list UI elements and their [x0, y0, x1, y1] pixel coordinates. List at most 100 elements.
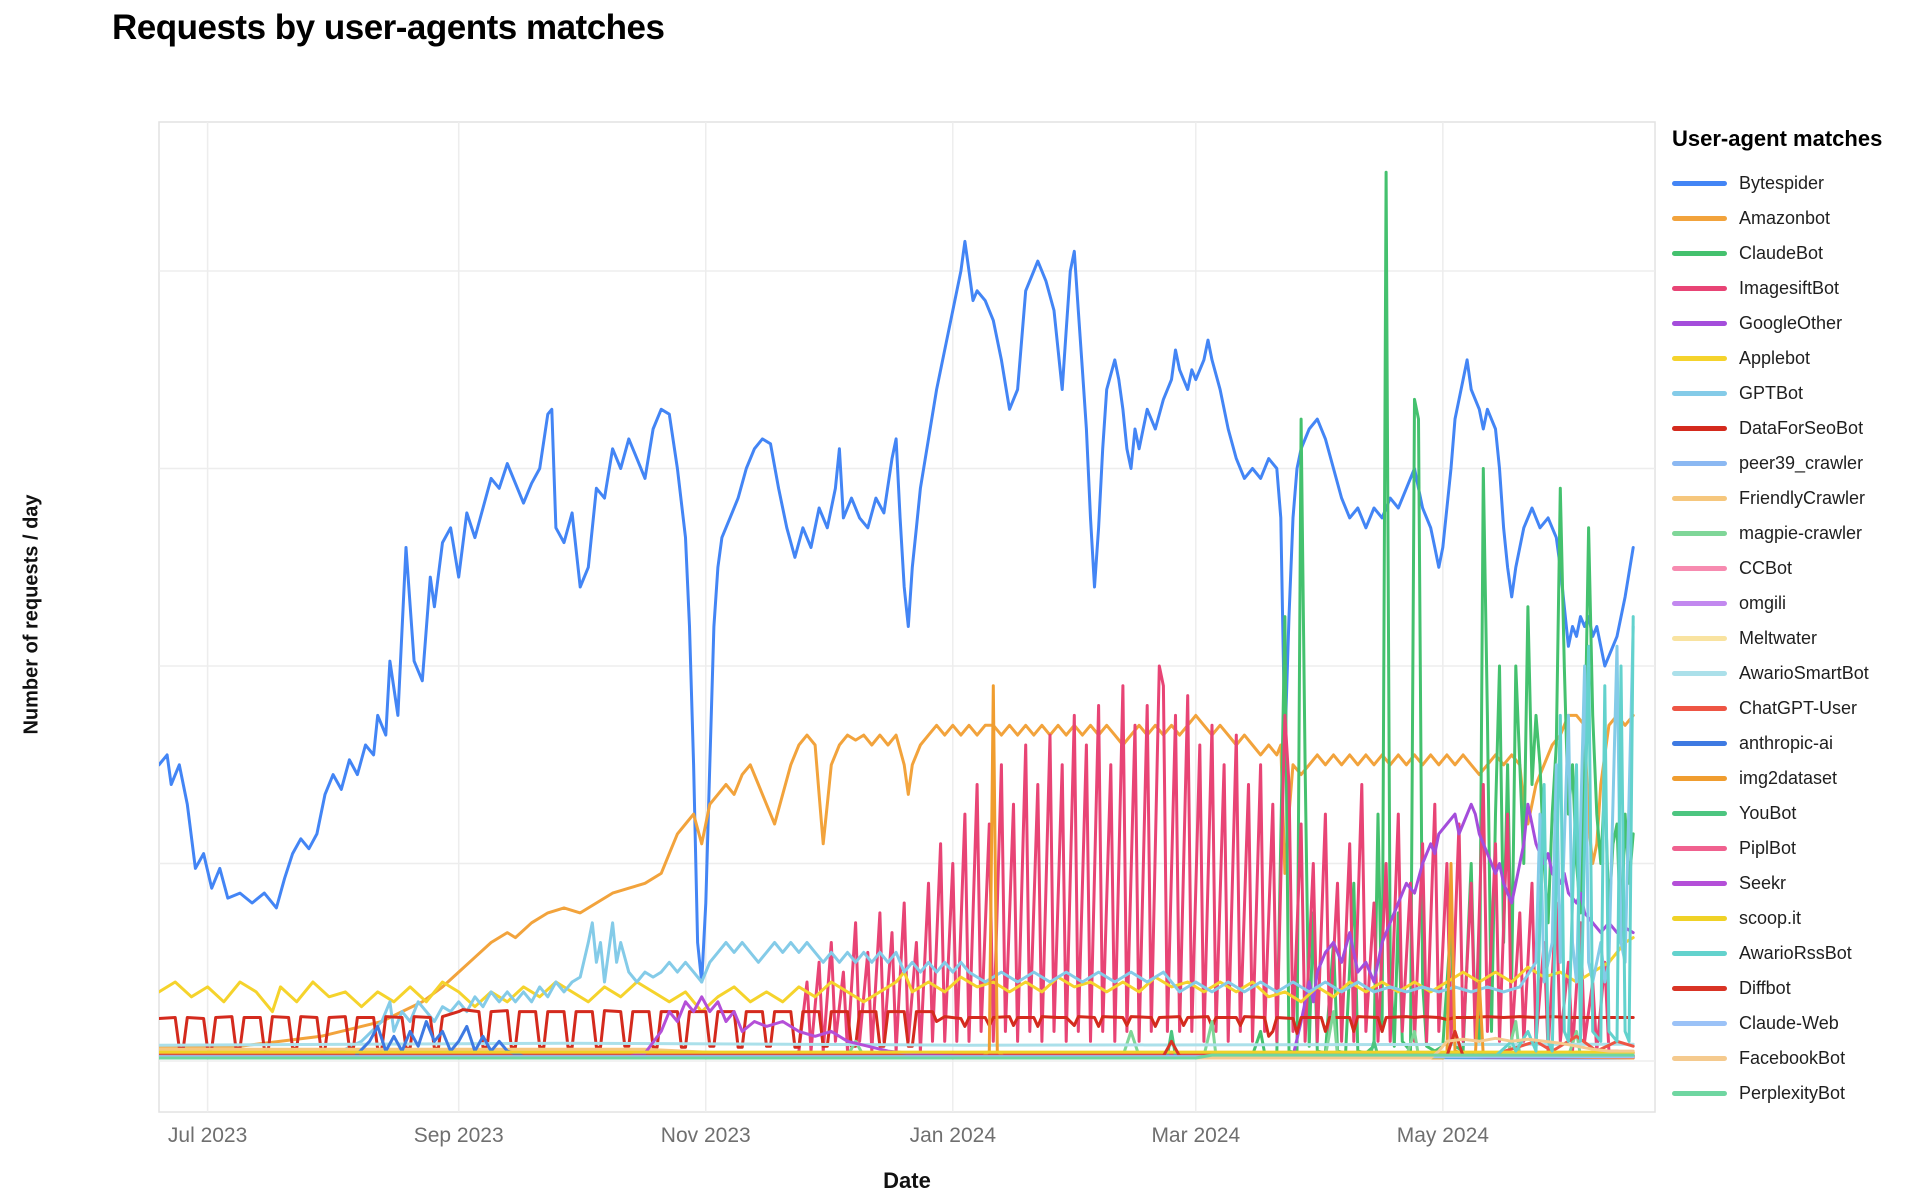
series-line-anthropic-ai — [159, 1020, 1635, 1060]
x-axis-title: Date — [883, 1168, 931, 1193]
legend-line-swatch — [1672, 1056, 1727, 1061]
legend-line-swatch — [1672, 846, 1727, 851]
series-line-awariosmartbot — [159, 1041, 1635, 1047]
legend-item-awariorssbot[interactable]: AwarioRssBot — [1672, 936, 1912, 971]
x-tick-label: Mar 2024 — [1151, 1124, 1241, 1147]
legend-line-swatch — [1672, 1021, 1727, 1026]
legend-label: AwarioSmartBot — [1739, 663, 1869, 683]
legend-item-scoop-it[interactable]: scoop.it — [1672, 901, 1912, 936]
legend-item-chatgpt-user[interactable]: ChatGPT-User — [1672, 691, 1912, 726]
legend-line-swatch — [1672, 461, 1727, 466]
legend-item-anthropic-ai[interactable]: anthropic-ai — [1672, 726, 1912, 761]
legend-label: img2dataset — [1739, 768, 1838, 788]
legend-label: CCBot — [1739, 558, 1793, 578]
series-line-gptbot — [159, 625, 1635, 1058]
legend-item-magpie-crawler[interactable]: magpie-crawler — [1672, 516, 1912, 551]
series-line-awariorssbot — [159, 615, 1635, 1059]
legend-line-swatch — [1672, 391, 1727, 396]
legend-label: FriendlyCrawler — [1739, 488, 1866, 508]
legend-item-claudebot[interactable]: ClaudeBot — [1672, 236, 1912, 271]
chart-title: Requests by user-agents matches — [112, 8, 665, 47]
legend-label: ImagesiftBot — [1739, 278, 1840, 298]
legend-item-applebot[interactable]: Applebot — [1672, 341, 1912, 376]
legend-label: magpie-crawler — [1739, 523, 1863, 543]
series-line-bytespider — [159, 239, 1635, 984]
legend-item-amazonbot[interactable]: Amazonbot — [1672, 201, 1912, 236]
x-tick-label: Jul 2023 — [167, 1124, 248, 1147]
legend-items: Bytespider Amazonbot ClaudeBot ImagesiftBot… — [1672, 166, 1912, 1111]
legend-label: Seekr — [1739, 873, 1787, 893]
series-line-googleother — [159, 802, 1635, 1060]
legend-item-meltwater[interactable]: Meltwater — [1672, 621, 1912, 656]
legend-item-facebookbot[interactable]: FacebookBot — [1672, 1041, 1912, 1076]
legend-item-piplbot[interactable]: PiplBot — [1672, 831, 1912, 866]
legend-line-swatch — [1672, 286, 1727, 291]
legend-label: Diffbot — [1739, 978, 1791, 998]
x-tick-label: Nov 2023 — [660, 1124, 751, 1147]
x-tick-label: Sep 2023 — [413, 1124, 504, 1147]
legend-item-googleother[interactable]: GoogleOther — [1672, 306, 1912, 341]
legend-line-swatch — [1672, 671, 1727, 676]
legend-item-diffbot[interactable]: Diffbot — [1672, 971, 1912, 1006]
legend-label: Meltwater — [1739, 628, 1818, 648]
legend-label: Claude-Web — [1739, 1013, 1839, 1033]
legend-item-peer39-crawler[interactable]: peer39_crawler — [1672, 446, 1912, 481]
legend-line-swatch — [1672, 1091, 1727, 1096]
legend: User-agent matches Bytespider Amazonbot Cl… — [1672, 126, 1912, 1111]
legend-label: anthropic-ai — [1739, 733, 1834, 753]
legend-item-img2dataset[interactable]: img2dataset — [1672, 761, 1912, 796]
legend-label: scoop.it — [1739, 908, 1802, 928]
legend-item-imagesiftbot[interactable]: ImagesiftBot — [1672, 271, 1912, 306]
series-line-facebookbot — [159, 1036, 1635, 1060]
legend-line-swatch — [1672, 741, 1727, 746]
legend-line-swatch — [1672, 986, 1727, 991]
legend-label: Applebot — [1739, 348, 1811, 368]
legend-line-swatch — [1672, 321, 1727, 326]
legend-line-swatch — [1672, 181, 1727, 186]
legend-label: DataForSeoBot — [1739, 418, 1864, 438]
plot-border — [158, 121, 1656, 1113]
legend-label: PiplBot — [1739, 838, 1797, 858]
legend-label: GPTBot — [1739, 383, 1804, 403]
legend-item-perplexitybot[interactable]: PerplexityBot — [1672, 1076, 1912, 1111]
legend-line-swatch — [1672, 601, 1727, 606]
series-line-seekr — [159, 995, 1635, 1059]
legend-label: GoogleOther — [1739, 313, 1843, 333]
legend-item-dataforseobot[interactable]: DataForSeoBot — [1672, 411, 1912, 446]
series-line-perplexitybot — [159, 1053, 1635, 1060]
legend-item-awariosmartbot[interactable]: AwarioSmartBot — [1672, 656, 1912, 691]
legend-item-ccbot[interactable]: CCBot — [1672, 551, 1912, 586]
legend-line-swatch — [1672, 776, 1727, 781]
legend-label: peer39_crawler — [1739, 453, 1864, 473]
legend-label: Amazonbot — [1739, 208, 1831, 228]
series-line-dataforseobot — [159, 1008, 1635, 1051]
legend-line-swatch — [1672, 916, 1727, 921]
legend-line-swatch — [1672, 636, 1727, 641]
legend-item-seekr[interactable]: Seekr — [1672, 866, 1912, 901]
legend-label: omgili — [1739, 593, 1787, 613]
legend-line-swatch — [1672, 356, 1727, 361]
legend-item-bytespider[interactable]: Bytespider — [1672, 166, 1912, 201]
legend-label: YouBot — [1739, 803, 1797, 823]
legend-line-swatch — [1672, 531, 1727, 536]
legend-label: ChatGPT-User — [1739, 698, 1858, 718]
legend-title: User-agent matches — [1672, 126, 1883, 151]
legend-label: Bytespider — [1739, 173, 1825, 193]
legend-item-claude-web[interactable]: Claude-Web — [1672, 1006, 1912, 1041]
legend-label: AwarioRssBot — [1739, 943, 1852, 963]
legend-label: PerplexityBot — [1739, 1083, 1846, 1103]
x-tick-label: May 2024 — [1396, 1124, 1489, 1147]
legend-label: FacebookBot — [1739, 1048, 1846, 1068]
legend-item-youbot[interactable]: YouBot — [1672, 796, 1912, 831]
legend-line-swatch — [1672, 426, 1727, 431]
legend-item-gptbot[interactable]: GPTBot — [1672, 376, 1912, 411]
series-line-amazonbot — [159, 713, 1635, 1048]
legend-item-friendlycrawler[interactable]: FriendlyCrawler — [1672, 481, 1912, 516]
legend-line-swatch — [1672, 951, 1727, 956]
legend-line-swatch — [1672, 216, 1727, 221]
legend-item-omgili[interactable]: omgili — [1672, 586, 1912, 621]
x-tick-label: Jan 2024 — [909, 1124, 997, 1147]
legend-line-swatch — [1672, 706, 1727, 711]
legend-line-swatch — [1672, 881, 1727, 886]
